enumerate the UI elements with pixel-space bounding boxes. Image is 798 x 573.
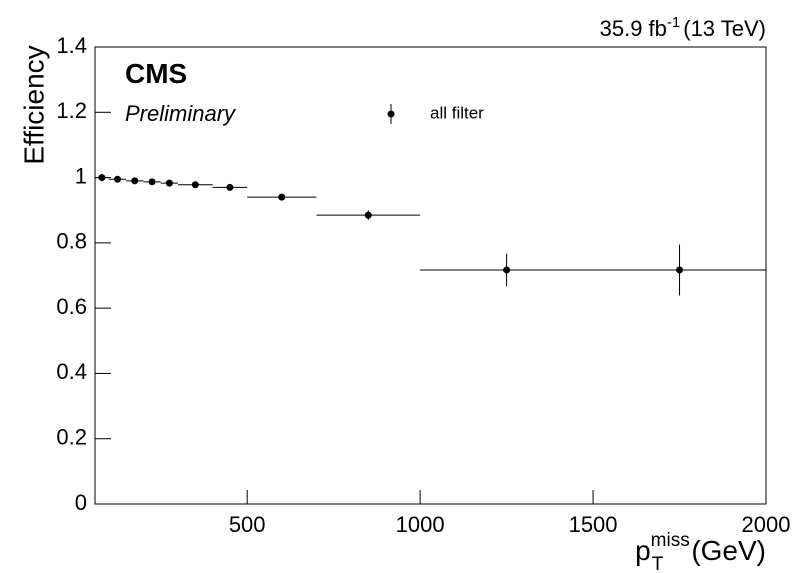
data-point [503, 266, 511, 274]
y-tick-label: 0 [75, 490, 87, 515]
x-label-sub: T [652, 554, 664, 573]
legend-marker [387, 110, 395, 118]
lumi-label: 35.9 fb-1 (13 TeV) [600, 14, 766, 41]
legend-label: all filter [430, 103, 484, 122]
x-axis-label: pmiss T (GeV) [635, 530, 766, 573]
data-point [148, 178, 156, 186]
y-tick-label: 1.2 [56, 98, 87, 123]
x-label-unit: (GeV) [691, 535, 766, 566]
x-tick-label: 1000 [396, 512, 445, 537]
data-point [98, 174, 106, 182]
data-point [226, 183, 234, 191]
y-tick-label: 0.4 [56, 359, 87, 384]
data-point [191, 181, 199, 189]
lumi-energy: (13 TeV) [683, 16, 766, 41]
data-point [676, 266, 684, 274]
y-tick-label: 0.2 [56, 425, 87, 450]
x-tick-label: 500 [229, 512, 266, 537]
y-tick-label: 1 [75, 163, 87, 188]
y-tick-label: 0.8 [56, 229, 87, 254]
y-axis-label: Efficiency [18, 45, 49, 164]
x-tick-label: 1500 [569, 512, 618, 537]
y-tick-label: 1.4 [56, 33, 87, 58]
data-point [364, 211, 372, 219]
data-point [165, 179, 173, 187]
data-point [278, 193, 286, 201]
experiment-label: CMS [125, 58, 187, 89]
data-point [113, 175, 121, 183]
lumi-sup: -1 [667, 14, 680, 31]
lumi-value: 35.9 fb [600, 16, 667, 41]
x-tick-label: 2000 [742, 512, 791, 537]
x-label-sup: miss [651, 530, 690, 551]
y-tick-label: 0.6 [56, 294, 87, 319]
plot-frame [94, 46, 767, 505]
status-label: Preliminary [125, 101, 237, 126]
data-point [131, 177, 139, 185]
x-label-symbol: p [635, 535, 651, 566]
